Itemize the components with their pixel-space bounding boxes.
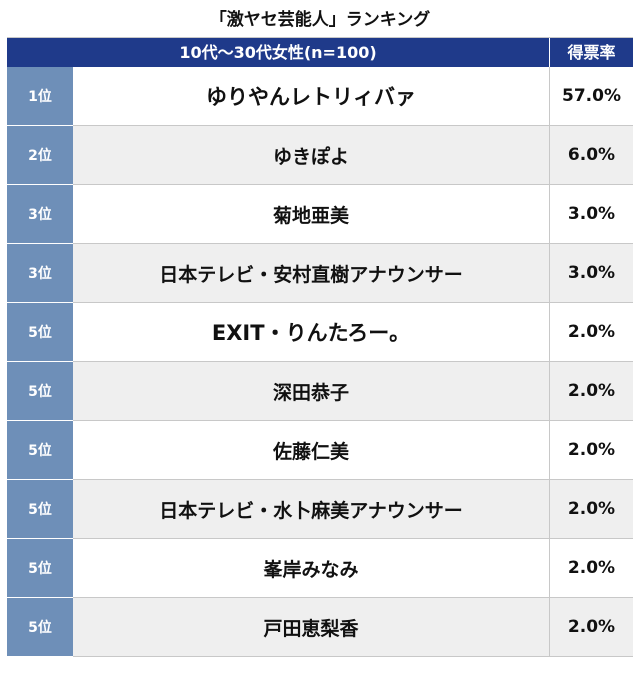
rank-cell: 3位 bbox=[7, 244, 73, 303]
table-row: 5位 峯岸みなみ 2.0% bbox=[7, 539, 633, 598]
rank-cell: 5位 bbox=[7, 421, 73, 480]
rank-cell: 5位 bbox=[7, 480, 73, 539]
rank-cell: 5位 bbox=[7, 539, 73, 598]
name-cell: ゆきぽよ bbox=[73, 126, 549, 184]
score-cell: 3.0% bbox=[549, 185, 633, 243]
table-row: 1位 ゆりやんレトリィバァ 57.0% bbox=[7, 67, 633, 126]
rank-cell: 1位 bbox=[7, 67, 73, 126]
header-group-label: 10代〜30代女性(n=100) bbox=[179, 43, 377, 62]
score-cell: 2.0% bbox=[549, 598, 633, 656]
name-cell: 深田恭子 bbox=[73, 362, 549, 420]
name-cell: 日本テレビ・安村直樹アナウンサー bbox=[73, 244, 549, 302]
name-cell: 峯岸みなみ bbox=[263, 558, 359, 581]
name-cell: 日本テレビ・水卜麻美アナウンサー bbox=[73, 480, 549, 538]
header-score-label: 得票率 bbox=[549, 38, 633, 67]
score-cell: 6.0% bbox=[549, 126, 633, 184]
rank-cell: 5位 bbox=[7, 598, 73, 657]
table-header: 10代〜30代女性(n=100) 得票率 bbox=[7, 38, 633, 67]
score-cell: 2.0% bbox=[549, 480, 633, 538]
table-row: 5位 戸田恵梨香 2.0% bbox=[7, 598, 633, 657]
name-cell: ゆりやんレトリィバァ bbox=[206, 85, 416, 109]
name-cell: 佐藤仁美 bbox=[272, 440, 349, 463]
rank-cell: 3位 bbox=[7, 185, 73, 244]
table-row: 2位 ゆきぽよ 6.0% bbox=[7, 126, 633, 185]
table-row: 3位 菊地亜美 3.0% bbox=[7, 185, 633, 244]
table-row: 5位 深田恭子 2.0% bbox=[7, 362, 633, 421]
score-cell: 57.0% bbox=[549, 67, 633, 125]
name-cell: 菊地亜美 bbox=[272, 204, 349, 227]
score-cell: 3.0% bbox=[549, 244, 633, 302]
rank-cell: 5位 bbox=[7, 303, 73, 362]
ranking-title: 「激ヤセ芸能人」ランキング bbox=[209, 10, 431, 30]
table-row: 5位 EXIT・りんたろー。 2.0% bbox=[7, 303, 633, 362]
name-cell: 戸田恵梨香 bbox=[73, 598, 549, 656]
table-row: 3位 日本テレビ・安村直樹アナウンサー 3.0% bbox=[7, 244, 633, 303]
rank-cell: 5位 bbox=[7, 362, 73, 421]
score-cell: 2.0% bbox=[549, 421, 633, 479]
rank-cell: 2位 bbox=[7, 126, 73, 185]
score-cell: 2.0% bbox=[549, 303, 633, 361]
ranking-table: 10代〜30代女性(n=100) 得票率 1位 ゆりやんレトリィバァ 57.0%… bbox=[7, 37, 633, 657]
score-cell: 2.0% bbox=[549, 362, 633, 420]
name-cell: EXIT・りんたろー。 bbox=[211, 321, 411, 345]
table-row: 5位 佐藤仁美 2.0% bbox=[7, 421, 633, 480]
table-row: 5位 日本テレビ・水卜麻美アナウンサー 2.0% bbox=[7, 480, 633, 539]
score-cell: 2.0% bbox=[549, 539, 633, 597]
